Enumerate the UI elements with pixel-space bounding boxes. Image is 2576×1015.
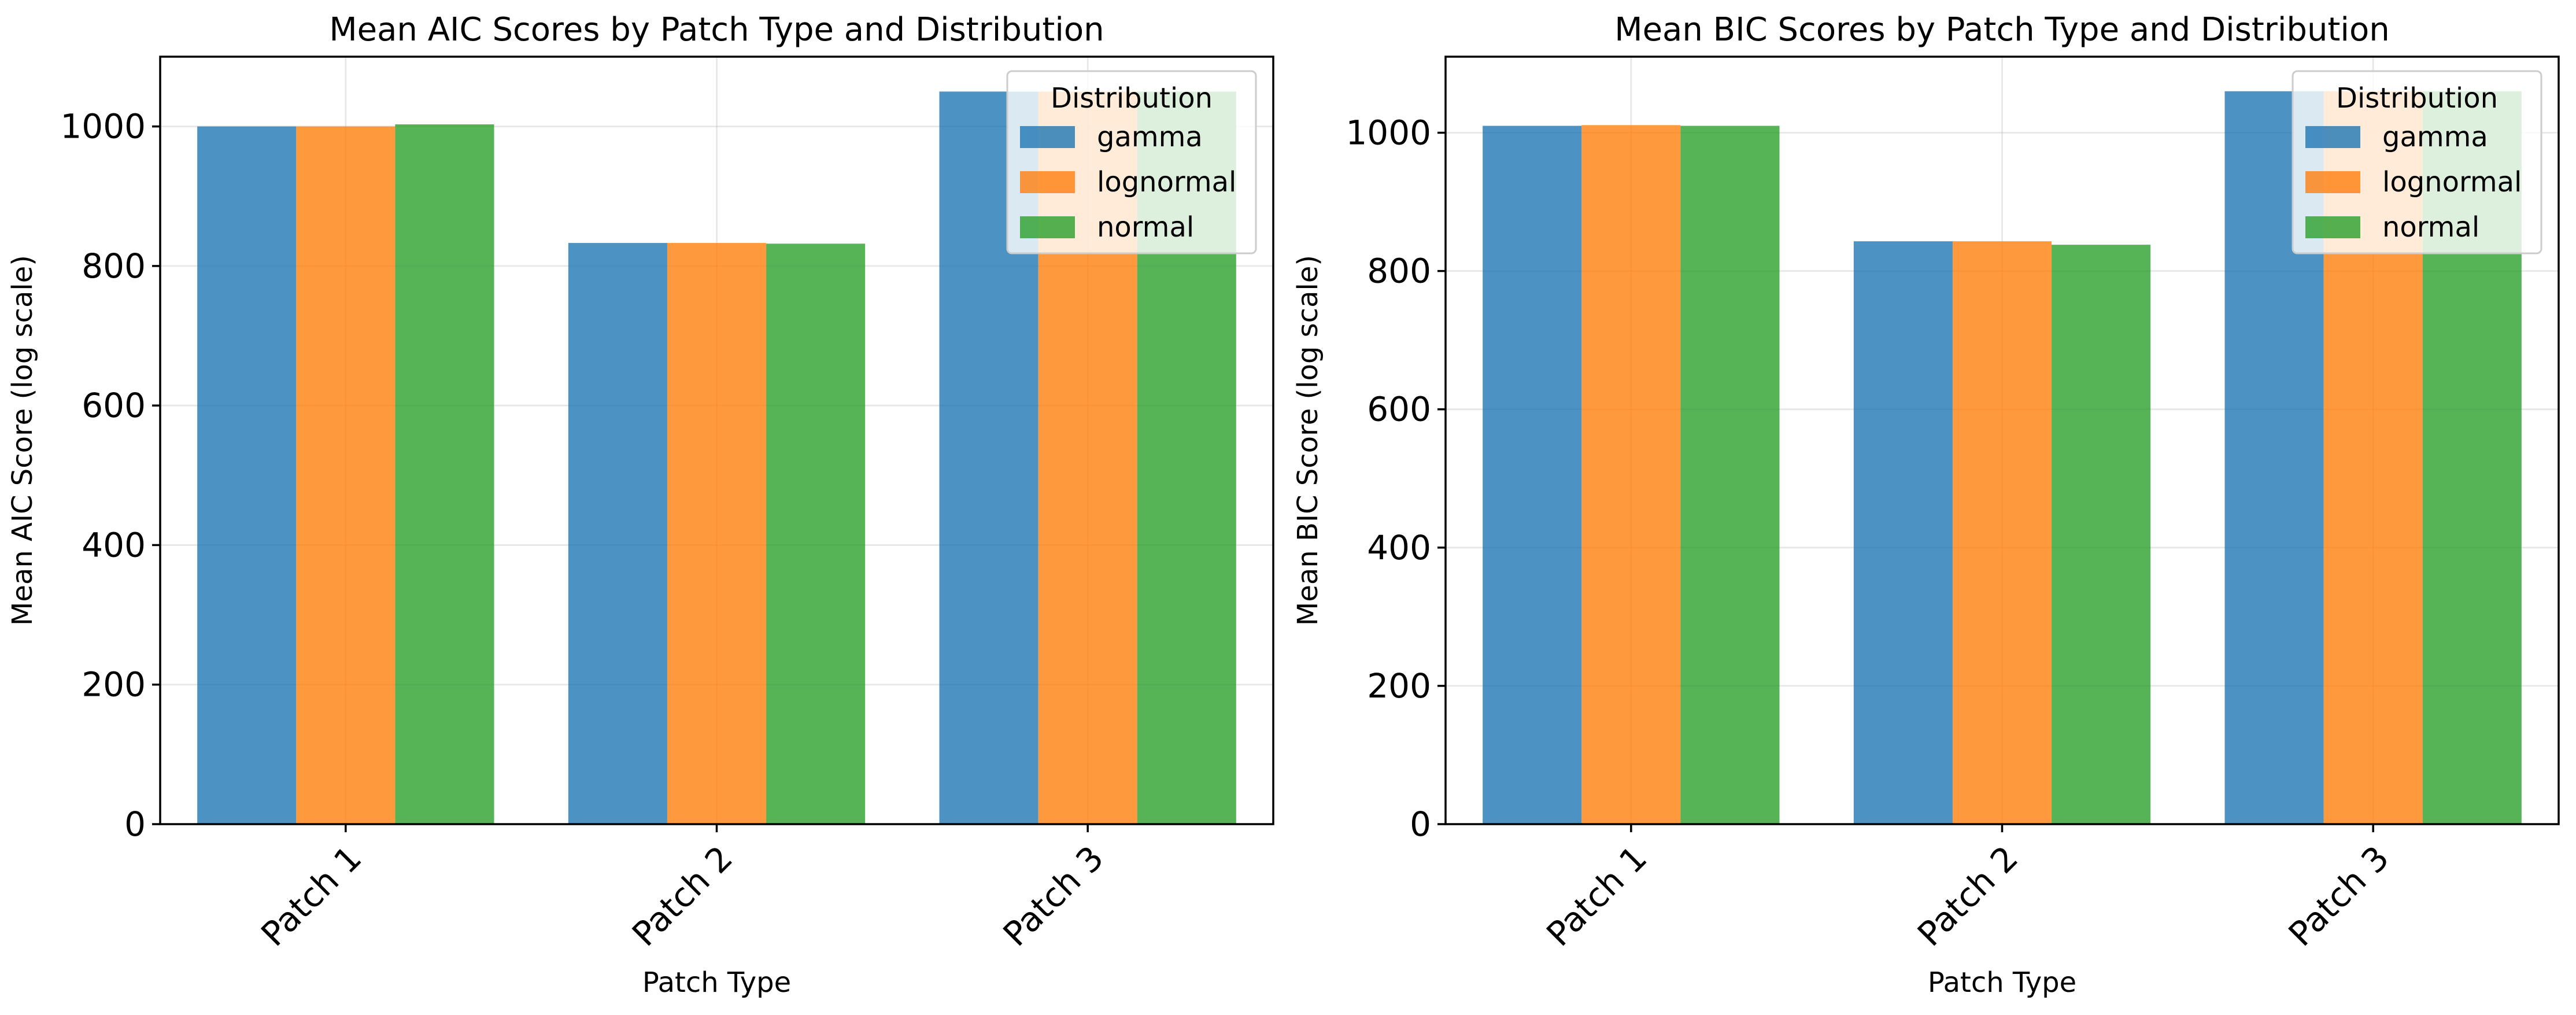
bic-chart-title: Mean BIC Scores by Patch Type and Distri… [1614,11,2389,49]
aic-y-tick-label: 0 [124,804,146,844]
aic-bar-lognormal-1 [296,126,396,825]
bic-legend-label-normal: normal [2382,211,2479,243]
bic-legend-box [2292,70,2542,254]
aic-legend-swatch-gamma [1020,126,1075,148]
bic-y-tick-label: 600 [1367,390,1431,429]
aic-legend-label-normal: normal [1097,211,1194,243]
aic-legend-title: Distribution [1051,82,1213,115]
bic-x-axis-label: Patch Type [1928,966,2076,999]
aic-legend-label-lognormal: lognormal [1097,166,1236,198]
bic-legend: Distribution gamma lognormal normal [2292,70,2542,254]
aic-bar-gamma-2 [568,243,667,824]
aic-y-tick-label: 800 [82,246,146,286]
aic-legend-box [1006,70,1257,254]
aic-y-tick-label: 400 [82,525,146,564]
bic-legend-swatch-normal [2305,216,2360,238]
aic-bar-lognormal-2 [667,243,767,824]
aic-y-tick-label: 1000 [60,107,146,146]
aic-bars [197,91,1236,825]
bic-bar-normal-1 [1680,126,1780,824]
bic-legend-label-lognormal: lognormal [2382,166,2522,198]
aic-legend-swatch-normal [1020,216,1075,238]
bic-legend-title: Distribution [2336,82,2498,115]
bic-legend-swatch-gamma [2305,126,2360,148]
aic-y-axis: 0 200 400 600 800 1000 [60,107,160,844]
bic-y-tick-label: 1000 [1346,113,1431,153]
aic-y-tick-label: 200 [82,665,146,704]
bic-bar-gamma-1 [1483,126,1582,824]
aic-y-axis-label: Mean AIC Score (log scale) [6,255,39,626]
aic-legend: Distribution gamma lognormal normal [1006,70,1257,254]
bic-legend-label-gamma: gamma [2382,121,2488,153]
aic-legend-label-gamma: gamma [1097,121,1203,153]
bic-y-tick-label: 0 [1410,804,1431,844]
bic-y-axis: 0 200 400 600 800 1000 [1346,113,1446,844]
aic-legend-swatch-lognormal [1020,171,1075,193]
bic-y-axis-label: Mean BIC Score (log scale) [1292,255,1324,626]
aic-bar-gamma-1 [197,126,297,825]
bic-bar-gamma-2 [1853,241,1953,825]
aic-x-axis-label: Patch Type [642,966,791,999]
aic-y-tick-label: 600 [82,386,146,425]
bic-y-tick-label: 400 [1367,528,1431,567]
bic-bar-lognormal-2 [1952,241,2052,825]
aic-bar-normal-1 [395,124,494,824]
bic-y-tick-label: 800 [1367,252,1431,291]
bic-legend-swatch-lognormal [2305,171,2360,193]
bic-bar-lognormal-1 [1581,125,1681,825]
aic-bar-normal-2 [766,243,866,825]
bic-bar-normal-2 [2052,245,2151,824]
bic-y-tick-label: 200 [1367,666,1431,706]
aic-chart-title: Mean AIC Scores by Patch Type and Distri… [329,11,1104,49]
